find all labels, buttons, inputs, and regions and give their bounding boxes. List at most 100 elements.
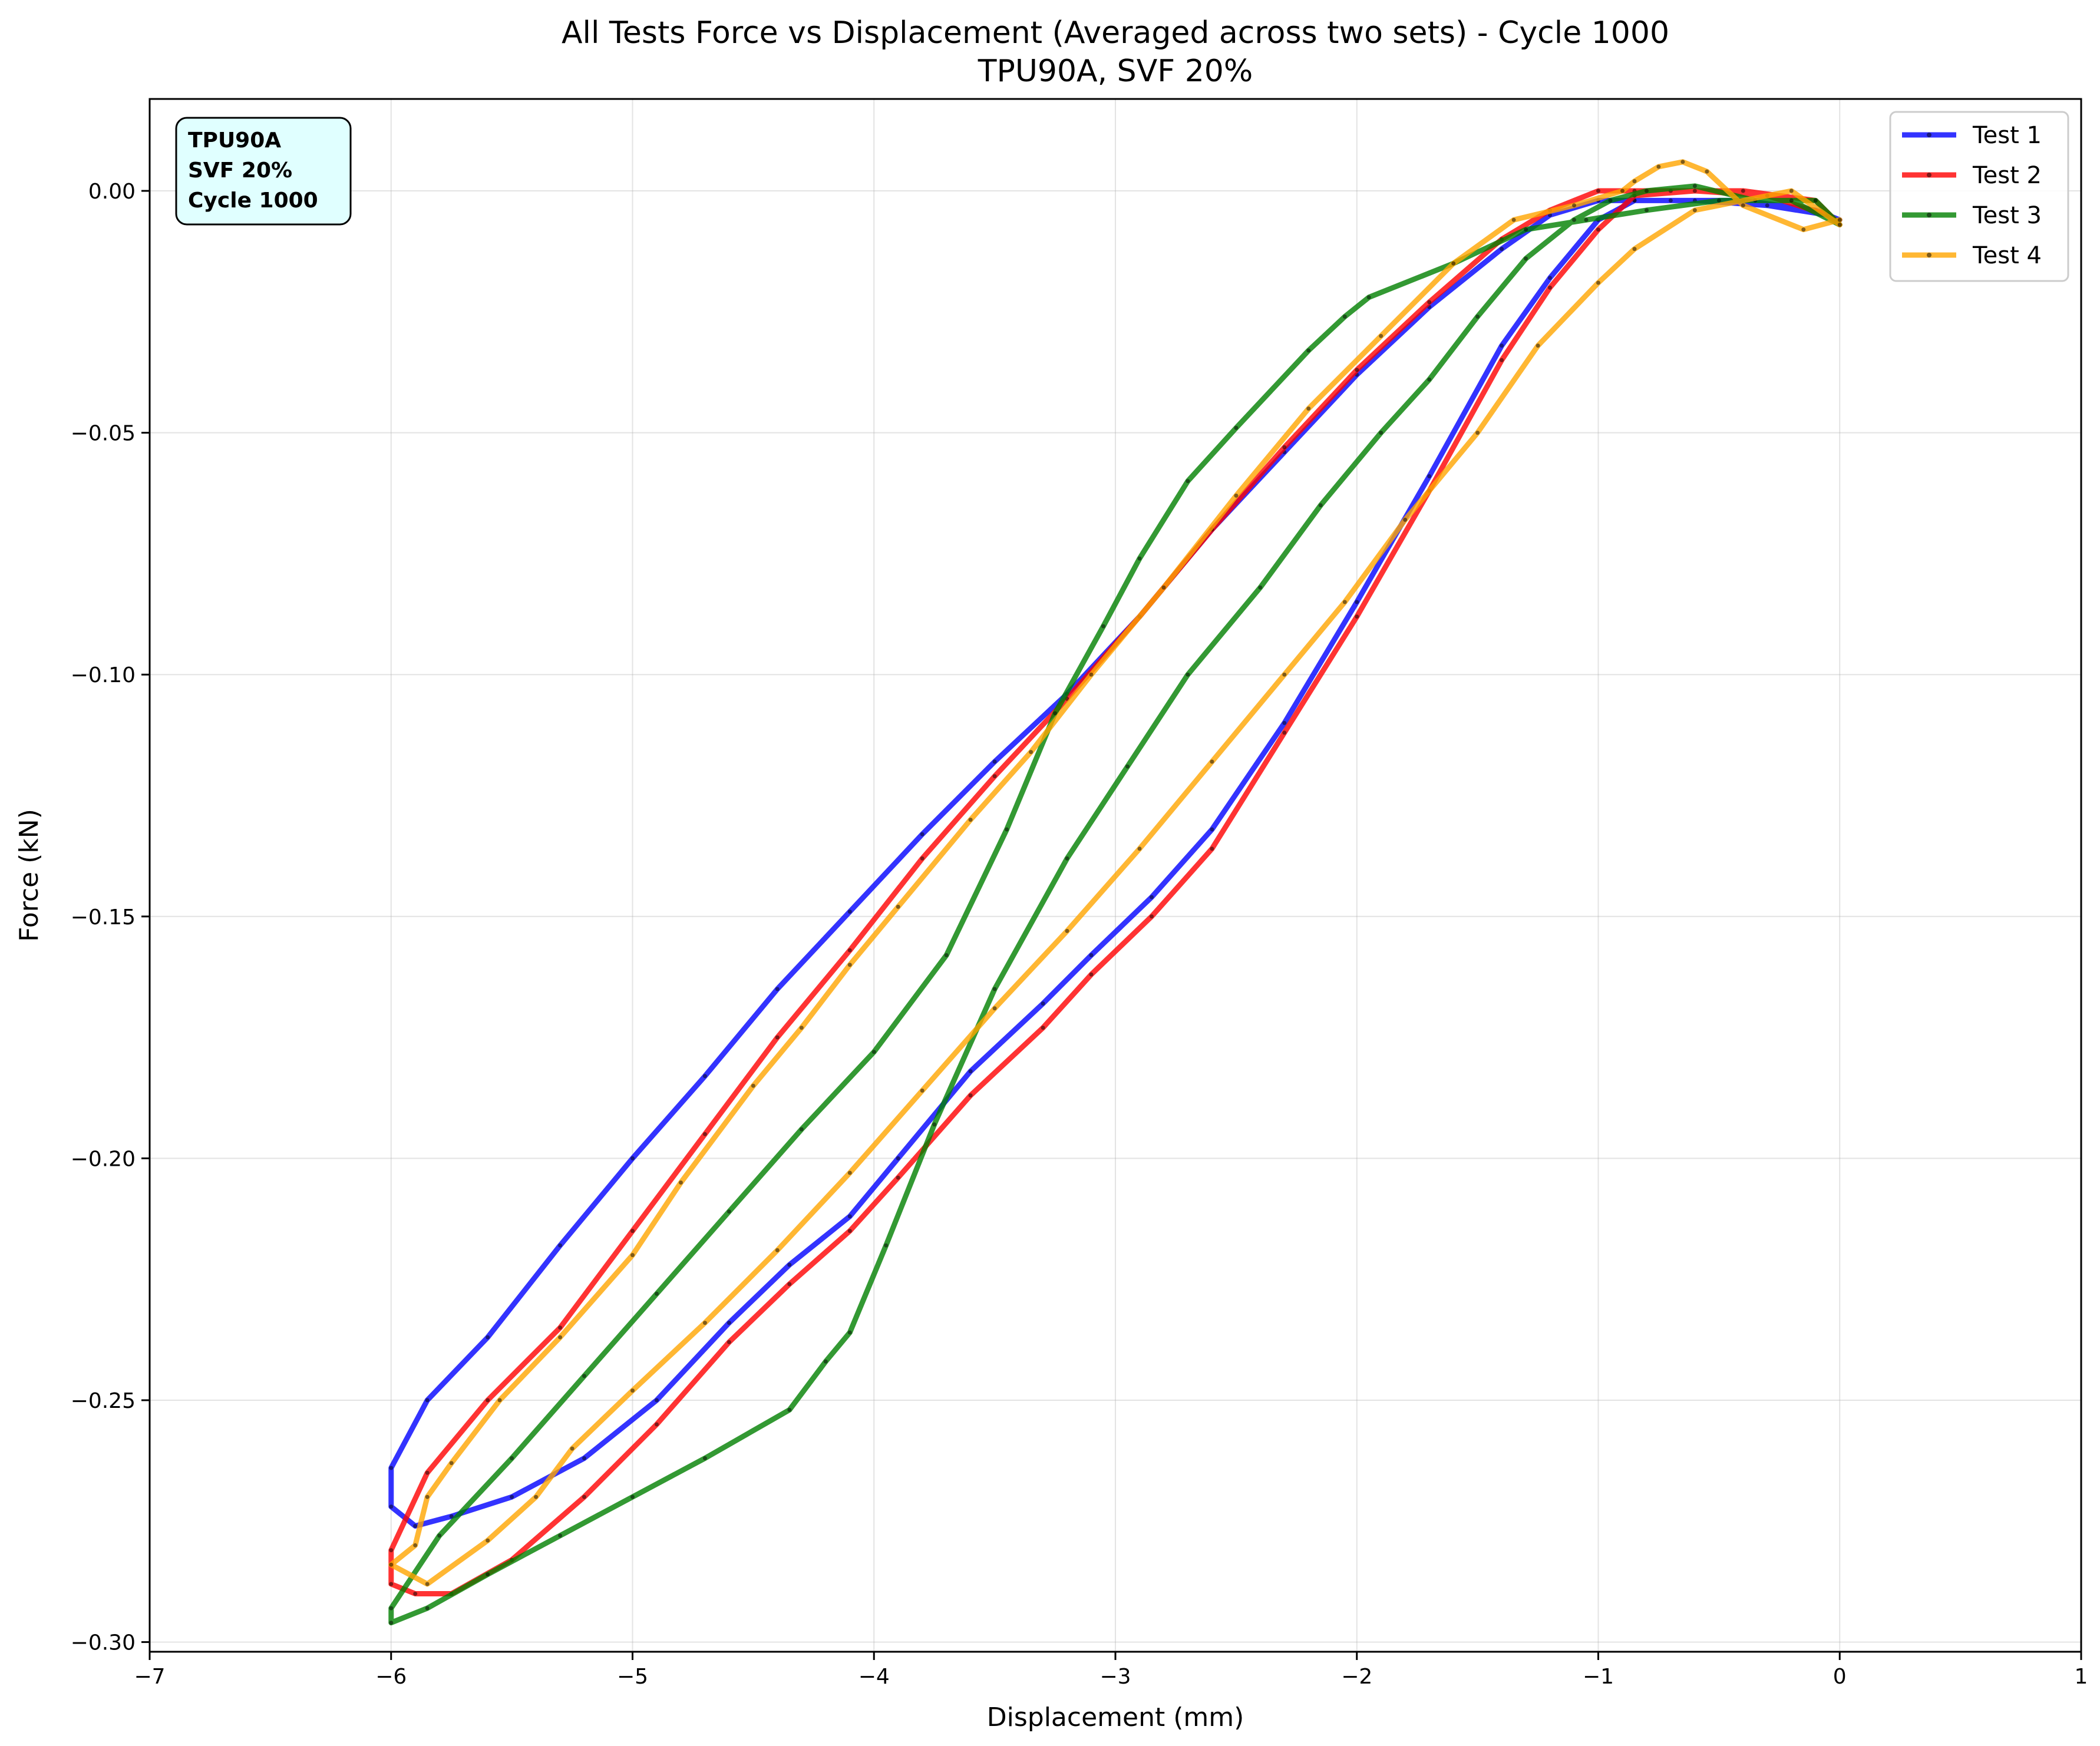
- data-point: [1475, 315, 1480, 319]
- data-point: [1645, 189, 1649, 193]
- data-point: [1125, 764, 1130, 769]
- data-point: [1692, 189, 1697, 193]
- data-point: [1282, 720, 1287, 725]
- data-point: [630, 1388, 635, 1393]
- data-point: [702, 1456, 707, 1460]
- data-point: [679, 1180, 683, 1185]
- data-point: [1282, 445, 1287, 449]
- data-point: [751, 1083, 755, 1088]
- data-point: [1801, 227, 1806, 232]
- info-box-line: Cycle 1000: [188, 189, 318, 213]
- data-point: [1596, 280, 1600, 285]
- x-axis: −7 −6 −5 −4 −3 −2 −1 0 1: [134, 1652, 2088, 1689]
- info-box-line: TPU90A: [188, 128, 281, 153]
- data-point: [1427, 300, 1432, 305]
- data-point: [702, 1074, 707, 1079]
- data-point: [1186, 672, 1190, 677]
- data-point: [1500, 247, 1504, 252]
- data-point: [413, 1592, 418, 1596]
- data-point: [1161, 585, 1166, 590]
- data-point: [992, 1006, 997, 1011]
- data-point: [1789, 189, 1794, 193]
- x-tick-label: −7: [134, 1665, 165, 1689]
- info-box-line: SVF 20%: [188, 158, 292, 183]
- data-point: [1716, 198, 1721, 203]
- data-point: [847, 963, 852, 967]
- data-point: [1741, 189, 1745, 193]
- legend-marker: [1927, 253, 1931, 257]
- y-tick-label: −0.25: [71, 1389, 136, 1413]
- data-point: [1366, 295, 1371, 300]
- y-tick-label: 0.00: [88, 180, 136, 204]
- data-point: [847, 1214, 852, 1219]
- data-point: [847, 1170, 852, 1175]
- data-point: [389, 1582, 394, 1586]
- series-group: [388, 159, 1843, 1626]
- y-tick-label: −0.10: [71, 663, 136, 687]
- data-point: [884, 1243, 889, 1248]
- data-point: [1608, 198, 1613, 203]
- x-tick-label: 0: [1833, 1665, 1847, 1689]
- data-point: [1548, 276, 1552, 280]
- legend-label: Test 1: [1972, 122, 2042, 149]
- data-point: [1656, 164, 1661, 169]
- data-point: [1379, 431, 1384, 435]
- data-point: [1342, 600, 1347, 604]
- data-point: [1089, 972, 1094, 977]
- data-point: [425, 1582, 430, 1586]
- data-point: [1137, 556, 1142, 561]
- data-point: [1150, 895, 1154, 900]
- data-point: [534, 1494, 539, 1499]
- data-point: [1813, 198, 1818, 203]
- data-point: [413, 1524, 418, 1528]
- data-point: [1029, 750, 1034, 755]
- x-tick-label: −6: [375, 1665, 407, 1689]
- data-point: [437, 1533, 442, 1538]
- legend: Test 1 Test 2 Test 3 Test 4: [1889, 111, 2069, 282]
- data-point: [1234, 493, 1239, 498]
- data-point: [510, 1456, 514, 1460]
- series-line-test-1: [388, 197, 1843, 1529]
- data-point: [727, 1209, 731, 1214]
- data-point: [1282, 672, 1287, 677]
- data-point: [1548, 285, 1552, 290]
- data-point: [920, 856, 924, 861]
- data-point: [655, 1398, 659, 1403]
- data-point: [425, 1606, 430, 1611]
- data-point: [389, 1606, 394, 1611]
- chart-subtitle: TPU90A, SVF 20%: [978, 54, 1253, 89]
- data-point: [702, 1132, 707, 1136]
- legend-frame: [1889, 111, 2069, 282]
- data-point: [992, 759, 997, 764]
- data-point: [787, 1407, 792, 1412]
- data-point: [896, 1156, 900, 1160]
- y-axis-label: Force (kN): [14, 809, 44, 942]
- data-point: [702, 1321, 707, 1325]
- data-point: [787, 1282, 792, 1287]
- x-tick-label: 1: [2075, 1665, 2088, 1689]
- data-point: [1572, 203, 1576, 208]
- y-tick-label: −0.30: [71, 1631, 136, 1655]
- data-point: [920, 832, 924, 836]
- data-point: [1282, 730, 1287, 735]
- data-point: [1645, 208, 1649, 213]
- info-box-frame: [175, 117, 352, 226]
- data-point: [1765, 203, 1769, 208]
- data-point: [787, 1262, 792, 1267]
- data-point: [1500, 343, 1504, 348]
- data-point: [570, 1446, 574, 1451]
- data-point: [847, 1330, 852, 1335]
- data-point: [1584, 217, 1589, 222]
- data-point: [823, 1359, 828, 1364]
- data-point: [1596, 189, 1600, 193]
- data-point: [1210, 846, 1214, 851]
- data-point: [1692, 208, 1697, 213]
- data-point: [1065, 928, 1069, 933]
- data-point: [486, 1335, 490, 1340]
- data-point: [1511, 217, 1516, 222]
- data-point: [497, 1398, 502, 1403]
- data-point: [1089, 672, 1094, 677]
- data-point: [1524, 256, 1528, 261]
- data-point: [775, 1035, 780, 1040]
